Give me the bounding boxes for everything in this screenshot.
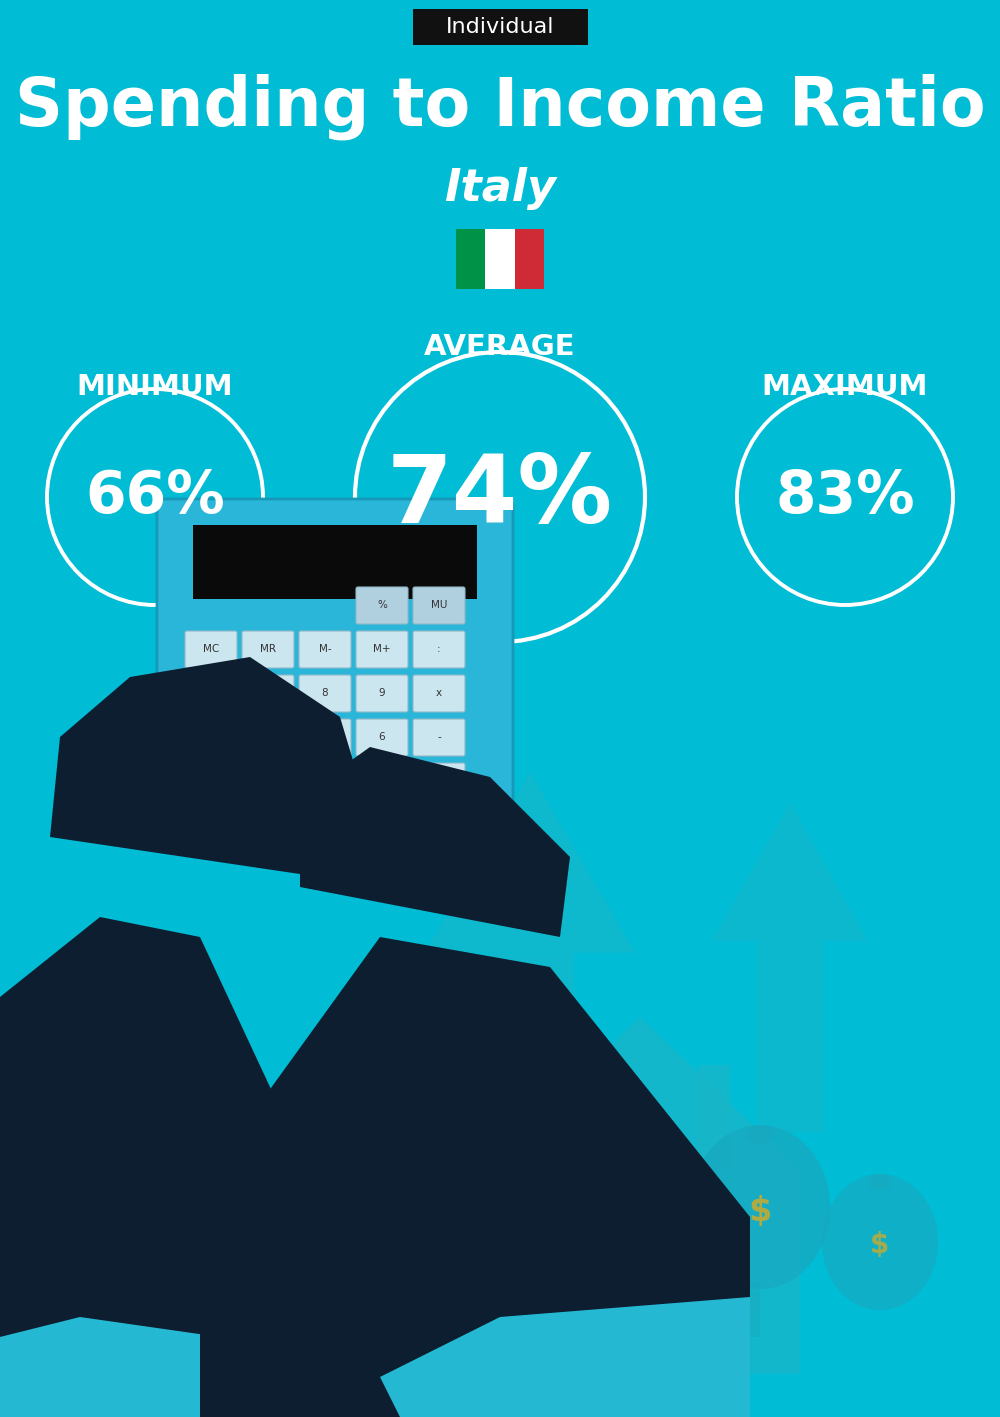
Text: MU: MU bbox=[431, 601, 447, 611]
Text: 7: 7 bbox=[265, 689, 271, 699]
Text: C/A: C/A bbox=[202, 777, 220, 786]
FancyBboxPatch shape bbox=[299, 808, 351, 845]
Polygon shape bbox=[480, 1170, 800, 1374]
Text: 3: 3 bbox=[379, 777, 385, 786]
Text: +/-: +/- bbox=[203, 689, 219, 699]
FancyBboxPatch shape bbox=[242, 762, 294, 801]
Text: M-: M- bbox=[319, 645, 331, 655]
Text: .: . bbox=[323, 820, 327, 830]
FancyBboxPatch shape bbox=[413, 808, 465, 845]
FancyBboxPatch shape bbox=[185, 674, 237, 711]
FancyBboxPatch shape bbox=[413, 587, 465, 623]
Polygon shape bbox=[560, 1298, 754, 1322]
Text: Individual: Individual bbox=[446, 17, 554, 37]
Text: $: $ bbox=[748, 1195, 772, 1227]
Text: 5: 5 bbox=[322, 733, 328, 743]
Text: 9: 9 bbox=[379, 689, 385, 699]
Polygon shape bbox=[698, 1064, 730, 1170]
Text: 00: 00 bbox=[262, 820, 274, 830]
FancyBboxPatch shape bbox=[485, 230, 515, 289]
Polygon shape bbox=[486, 952, 574, 1202]
Text: 74%: 74% bbox=[387, 451, 613, 543]
Text: ►: ► bbox=[207, 733, 215, 743]
Text: %: % bbox=[377, 601, 387, 611]
Text: $: $ bbox=[870, 1231, 890, 1260]
FancyBboxPatch shape bbox=[299, 674, 351, 711]
FancyBboxPatch shape bbox=[356, 808, 408, 845]
Text: Italy: Italy bbox=[444, 167, 556, 211]
Text: 8: 8 bbox=[322, 689, 328, 699]
Ellipse shape bbox=[690, 1125, 830, 1289]
Text: 66%: 66% bbox=[85, 469, 225, 526]
Text: -: - bbox=[437, 733, 441, 743]
FancyBboxPatch shape bbox=[299, 762, 351, 801]
FancyBboxPatch shape bbox=[413, 631, 465, 667]
Polygon shape bbox=[425, 772, 635, 952]
Text: +: + bbox=[435, 777, 443, 786]
Text: =: = bbox=[435, 820, 443, 830]
FancyBboxPatch shape bbox=[356, 718, 408, 757]
Text: MAXIMUM: MAXIMUM bbox=[762, 373, 928, 401]
Polygon shape bbox=[380, 1297, 750, 1417]
Polygon shape bbox=[300, 747, 570, 937]
FancyBboxPatch shape bbox=[356, 631, 408, 667]
FancyBboxPatch shape bbox=[157, 499, 513, 845]
FancyBboxPatch shape bbox=[185, 631, 237, 667]
Text: AVERAGE: AVERAGE bbox=[424, 333, 576, 361]
Ellipse shape bbox=[746, 1127, 774, 1144]
FancyBboxPatch shape bbox=[456, 230, 485, 289]
Polygon shape bbox=[624, 1299, 656, 1374]
Text: 0: 0 bbox=[379, 820, 385, 830]
Polygon shape bbox=[550, 1302, 750, 1322]
FancyBboxPatch shape bbox=[413, 9, 588, 45]
Polygon shape bbox=[480, 1017, 800, 1170]
FancyBboxPatch shape bbox=[185, 762, 237, 801]
FancyBboxPatch shape bbox=[299, 718, 351, 757]
FancyBboxPatch shape bbox=[413, 674, 465, 711]
Text: :: : bbox=[437, 645, 441, 655]
Text: 6: 6 bbox=[379, 733, 385, 743]
Polygon shape bbox=[200, 937, 750, 1417]
FancyBboxPatch shape bbox=[242, 631, 294, 667]
FancyBboxPatch shape bbox=[413, 762, 465, 801]
FancyBboxPatch shape bbox=[413, 718, 465, 757]
Polygon shape bbox=[712, 802, 868, 941]
Polygon shape bbox=[570, 1294, 758, 1322]
Ellipse shape bbox=[868, 1175, 892, 1190]
Polygon shape bbox=[0, 917, 340, 1417]
FancyBboxPatch shape bbox=[242, 718, 294, 757]
Text: MC: MC bbox=[203, 645, 219, 655]
Text: x: x bbox=[436, 689, 442, 699]
FancyBboxPatch shape bbox=[242, 808, 294, 845]
FancyBboxPatch shape bbox=[193, 526, 477, 599]
Polygon shape bbox=[757, 941, 823, 1132]
FancyBboxPatch shape bbox=[299, 631, 351, 667]
Polygon shape bbox=[555, 1299, 752, 1322]
Text: MINIMUM: MINIMUM bbox=[77, 373, 233, 401]
FancyBboxPatch shape bbox=[515, 230, 544, 289]
FancyBboxPatch shape bbox=[356, 674, 408, 711]
Text: 1: 1 bbox=[265, 777, 271, 786]
Ellipse shape bbox=[822, 1175, 938, 1309]
Text: 4: 4 bbox=[265, 733, 271, 743]
Text: M+: M+ bbox=[373, 645, 391, 655]
FancyBboxPatch shape bbox=[242, 674, 294, 711]
Polygon shape bbox=[50, 657, 370, 877]
Polygon shape bbox=[565, 1297, 756, 1322]
Text: 83%: 83% bbox=[775, 469, 915, 526]
FancyBboxPatch shape bbox=[185, 718, 237, 757]
FancyBboxPatch shape bbox=[356, 587, 408, 623]
Polygon shape bbox=[420, 808, 510, 862]
Text: MR: MR bbox=[260, 645, 276, 655]
Polygon shape bbox=[0, 1316, 220, 1417]
Text: Spending to Income Ratio: Spending to Income Ratio bbox=[15, 74, 985, 140]
FancyBboxPatch shape bbox=[356, 762, 408, 801]
Polygon shape bbox=[555, 1282, 760, 1338]
Text: 2: 2 bbox=[322, 777, 328, 786]
